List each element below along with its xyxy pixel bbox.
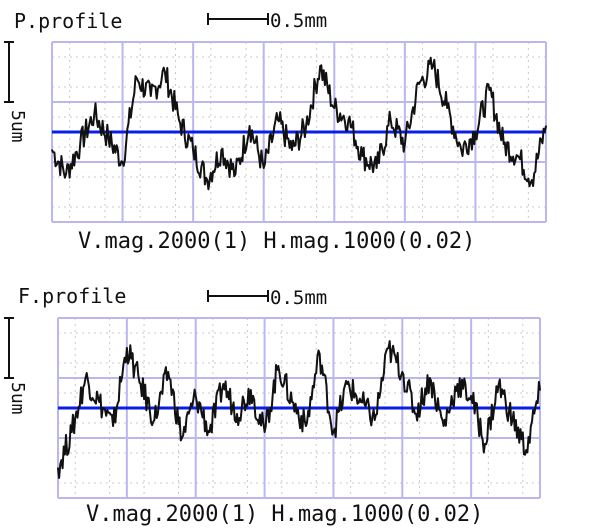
profile-point — [194, 395, 197, 397]
profile-point — [234, 173, 237, 175]
profile-point — [446, 107, 449, 109]
profile-point — [373, 419, 376, 421]
profile-point — [497, 383, 500, 385]
profile-point — [167, 371, 169, 373]
profile-point — [181, 437, 183, 439]
y-unit-label: 5um — [7, 110, 28, 143]
vertical-scale-bar — [4, 41, 14, 103]
profile-point — [93, 113, 96, 115]
profile-trace — [57, 340, 541, 479]
profile-point — [545, 125, 547, 127]
profile-point — [121, 161, 124, 163]
profile-point — [404, 143, 406, 145]
profile-point — [248, 125, 251, 127]
profile-point — [456, 383, 459, 385]
profile-point — [178, 119, 180, 121]
profile-point — [236, 413, 238, 415]
profile-point — [415, 413, 417, 415]
profile-point — [387, 347, 390, 349]
profile-point — [347, 119, 350, 121]
profile-point — [262, 167, 265, 169]
profile-point — [318, 353, 321, 355]
profile-point — [84, 377, 87, 379]
profile-point — [208, 431, 211, 433]
profile-point — [502, 143, 505, 145]
scale-bar-label: 0.5mm — [270, 10, 327, 32]
profile-point — [470, 395, 472, 397]
profile-point — [164, 71, 166, 73]
y-unit-label: 5um — [7, 382, 28, 415]
profile-point — [488, 89, 491, 91]
profile-point — [291, 149, 293, 151]
profile-point — [79, 143, 82, 145]
profile-point — [460, 149, 463, 151]
plot-area — [57, 317, 541, 499]
horizontal-scale-bar — [207, 290, 269, 302]
plot-area — [51, 41, 547, 223]
profile-point — [57, 467, 59, 469]
profile-point — [418, 83, 420, 85]
profile-point — [126, 347, 128, 349]
profile-point — [361, 155, 364, 157]
panel-f-profile: F.profile 0.5mm 5um V.mag.2000(1) H.mag.… — [4, 284, 541, 527]
profile-point — [222, 383, 225, 385]
profile-point — [277, 365, 280, 367]
profile-point — [389, 119, 392, 121]
profile-point — [375, 167, 378, 169]
profile-point — [250, 389, 252, 391]
panel-p-profile: P.profile 0.5mm 5um V.mag.2000(1) H.mag.… — [4, 9, 547, 254]
vertical-scale-bar — [4, 317, 14, 379]
profile-point — [192, 149, 194, 151]
profile-point — [206, 179, 209, 181]
profile-point — [333, 107, 336, 109]
profile-point — [432, 65, 434, 67]
profile-point — [346, 383, 349, 385]
profile-point — [401, 371, 404, 373]
profile-trace — [51, 56, 547, 191]
profile-point — [263, 431, 266, 433]
profile-point — [51, 149, 53, 151]
profile-point — [511, 419, 514, 421]
profile-point — [305, 125, 307, 127]
profile-point — [539, 389, 541, 391]
profile-point — [112, 425, 114, 427]
magnification-label: V.mag.2000(1) H.mag.1000(0.02) — [78, 229, 475, 254]
magnification-label: V.mag.2000(1) H.mag.1000(0.02) — [86, 502, 483, 527]
profile-point — [150, 95, 152, 97]
profile-point — [474, 131, 477, 133]
profile-point — [319, 65, 321, 67]
profile-point — [484, 443, 486, 445]
profile-point — [291, 401, 293, 403]
chart-title: P.profile — [14, 9, 122, 33]
profile-point — [360, 401, 362, 403]
profile-point — [135, 77, 138, 79]
profile-point — [429, 377, 431, 379]
profile-point — [525, 449, 528, 451]
profile-point — [153, 419, 156, 421]
scale-bar-label: 0.5mm — [270, 287, 327, 309]
profile-point — [65, 173, 67, 175]
chart-title: F.profile — [18, 284, 126, 308]
profile-point — [531, 179, 533, 181]
profile-point — [70, 431, 73, 433]
profile-point — [139, 383, 142, 385]
profile-point — [220, 149, 223, 151]
profile-point — [98, 401, 101, 403]
profile-point — [277, 119, 279, 121]
profile-point — [516, 155, 519, 157]
profile-point — [332, 431, 335, 433]
profile-point — [107, 137, 110, 139]
horizontal-scale-bar — [207, 13, 269, 25]
profile-point — [305, 425, 307, 427]
profile-point — [442, 425, 445, 427]
